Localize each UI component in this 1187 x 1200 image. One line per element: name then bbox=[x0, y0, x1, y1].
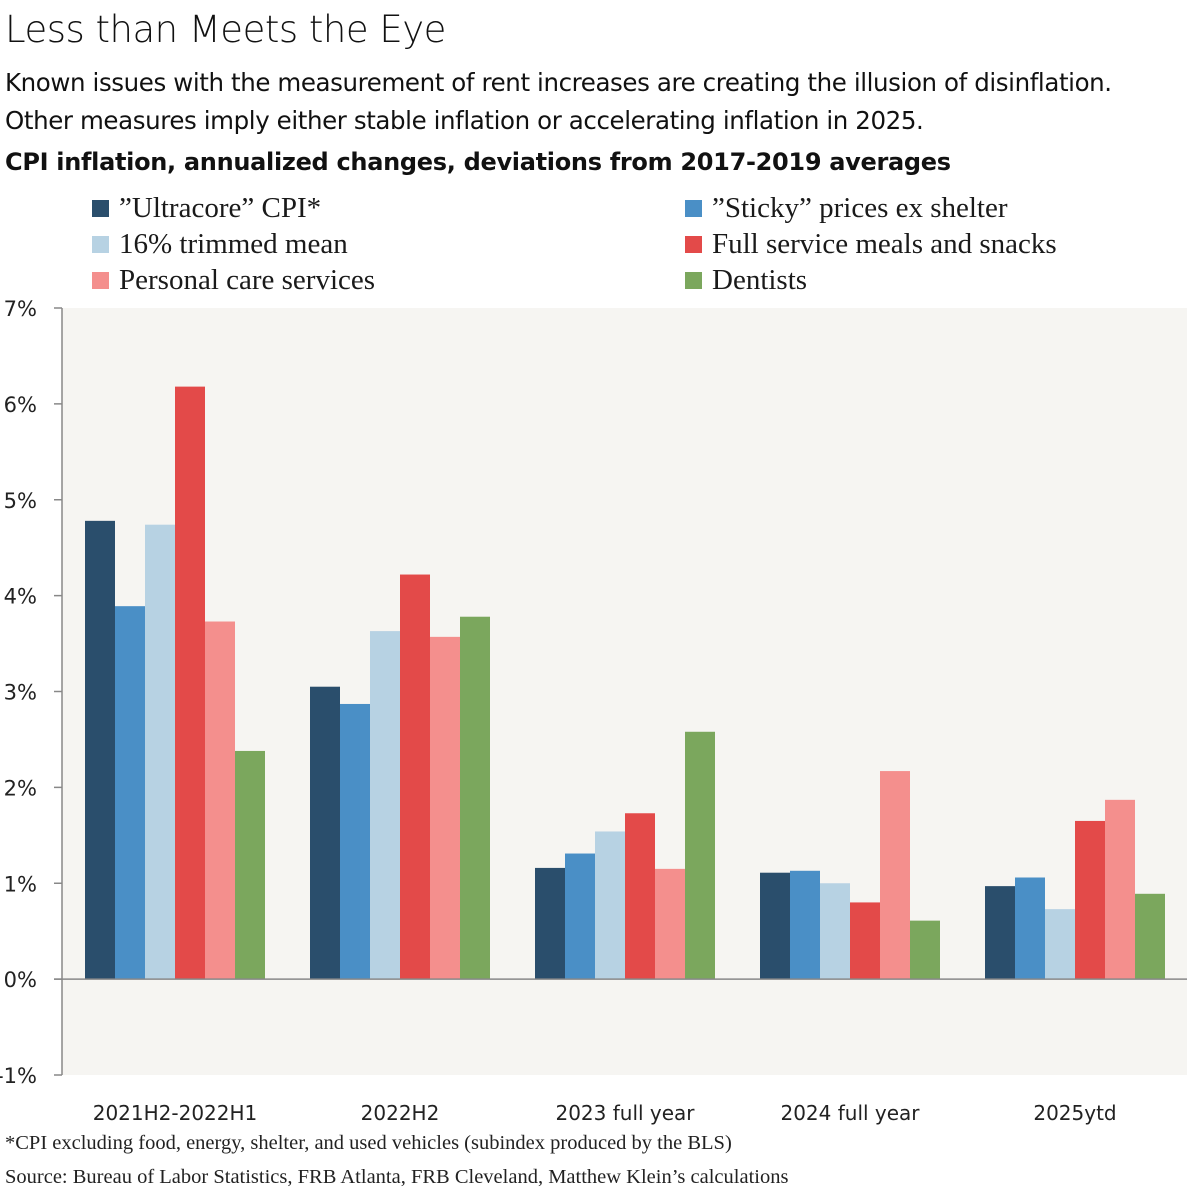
bar-3-0 bbox=[760, 872, 790, 980]
bar-3-4 bbox=[880, 771, 910, 980]
bar-0-2 bbox=[145, 524, 175, 980]
y-tick-label: 4% bbox=[4, 585, 37, 609]
legend-item-full-service-meals: Full service meals and snacks bbox=[685, 228, 1057, 261]
bar-1-1 bbox=[340, 703, 370, 980]
y-tick-label: 2% bbox=[4, 776, 37, 800]
chart-heading: CPI inflation, annualized changes, devia… bbox=[5, 148, 951, 176]
legend-swatch-full-service-meals bbox=[685, 236, 702, 253]
bar-2-0 bbox=[535, 867, 565, 980]
bar-4-4 bbox=[1105, 799, 1135, 980]
legend: ”Ultracore” CPI* ”Sticky” prices ex shel… bbox=[92, 192, 1182, 300]
bar-1-5 bbox=[460, 616, 490, 980]
bar-4-3 bbox=[1075, 820, 1105, 980]
legend-swatch-ultracore bbox=[92, 200, 109, 217]
bar-1-4 bbox=[430, 636, 460, 980]
bars-layer bbox=[85, 386, 1165, 980]
legend-item-ultracore: ”Ultracore” CPI* bbox=[92, 192, 321, 225]
x-tick-label: 2024 full year bbox=[780, 1101, 920, 1125]
bar-1-2 bbox=[370, 631, 400, 980]
legend-item-trimmed-mean: 16% trimmed mean bbox=[92, 228, 348, 261]
y-tick-label: 6% bbox=[4, 393, 37, 417]
y-tick-label: 7% bbox=[4, 297, 37, 321]
x-tick-label: 2025ytd bbox=[1033, 1101, 1116, 1125]
footnote: *CPI excluding food, energy, shelter, an… bbox=[5, 1132, 732, 1154]
legend-label: 16% trimmed mean bbox=[119, 228, 348, 260]
bar-2-4 bbox=[655, 868, 685, 980]
y-tick-label: 3% bbox=[4, 681, 37, 705]
y-tick-label: 5% bbox=[4, 489, 37, 513]
legend-label: Dentists bbox=[712, 264, 808, 296]
bar-4-1 bbox=[1015, 877, 1045, 980]
x-axis-labels: 2021H2-2022H1 2022H2 2023 full year 2024 fu… bbox=[93, 1101, 1117, 1125]
bar-1-0 bbox=[310, 686, 340, 980]
source-note: Source: Bureau of Labor Statistics, FRB … bbox=[5, 1166, 789, 1188]
bar-0-1 bbox=[115, 606, 145, 980]
bar-4-2 bbox=[1045, 909, 1075, 980]
y-axis-ticks: 7% 6% 5% 4% 3% 2% 1% 0% -1% bbox=[0, 297, 62, 1088]
legend-label: Full service meals and snacks bbox=[712, 228, 1057, 260]
legend-swatch-dentists bbox=[685, 272, 702, 289]
legend-swatch-personal-care bbox=[92, 272, 109, 289]
bar-3-2 bbox=[820, 883, 850, 980]
legend-item-sticky: ”Sticky” prices ex shelter bbox=[685, 192, 1008, 225]
bar-2-1 bbox=[565, 853, 595, 980]
bar-3-1 bbox=[790, 870, 820, 980]
bar-3-5 bbox=[910, 920, 940, 980]
legend-label: ”Sticky” prices ex shelter bbox=[712, 192, 1008, 224]
bar-1-3 bbox=[400, 574, 430, 980]
legend-label: ”Ultracore” CPI* bbox=[119, 192, 322, 224]
x-tick-label: 2023 full year bbox=[555, 1101, 695, 1125]
y-tick-label: -1% bbox=[0, 1064, 37, 1088]
bar-4-5 bbox=[1135, 893, 1165, 980]
bar-3-3 bbox=[850, 902, 880, 980]
y-tick-label: 0% bbox=[4, 968, 37, 992]
legend-label: Personal care services bbox=[119, 264, 376, 296]
bar-2-3 bbox=[625, 813, 655, 980]
legend-swatch-sticky bbox=[685, 200, 702, 217]
bar-2-2 bbox=[595, 831, 625, 980]
bar-0-4 bbox=[205, 621, 235, 980]
x-tick-label: 2021H2-2022H1 bbox=[93, 1101, 258, 1125]
bar-2-5 bbox=[685, 731, 715, 980]
bar-0-3 bbox=[175, 386, 205, 980]
bar-0-0 bbox=[85, 520, 115, 980]
bar-4-0 bbox=[985, 886, 1015, 980]
x-tick-label: 2022H2 bbox=[361, 1101, 440, 1125]
bar-0-5 bbox=[235, 750, 265, 980]
chart-title: Less than Meets the Eye bbox=[5, 8, 446, 51]
chart-subtitle: Known issues with the measurement of ren… bbox=[5, 68, 1112, 135]
y-tick-label: 1% bbox=[4, 872, 37, 896]
legend-item-dentists: Dentists bbox=[685, 264, 807, 297]
legend-item-personal-care: Personal care services bbox=[92, 264, 375, 297]
legend-swatch-trimmed-mean bbox=[92, 236, 109, 253]
